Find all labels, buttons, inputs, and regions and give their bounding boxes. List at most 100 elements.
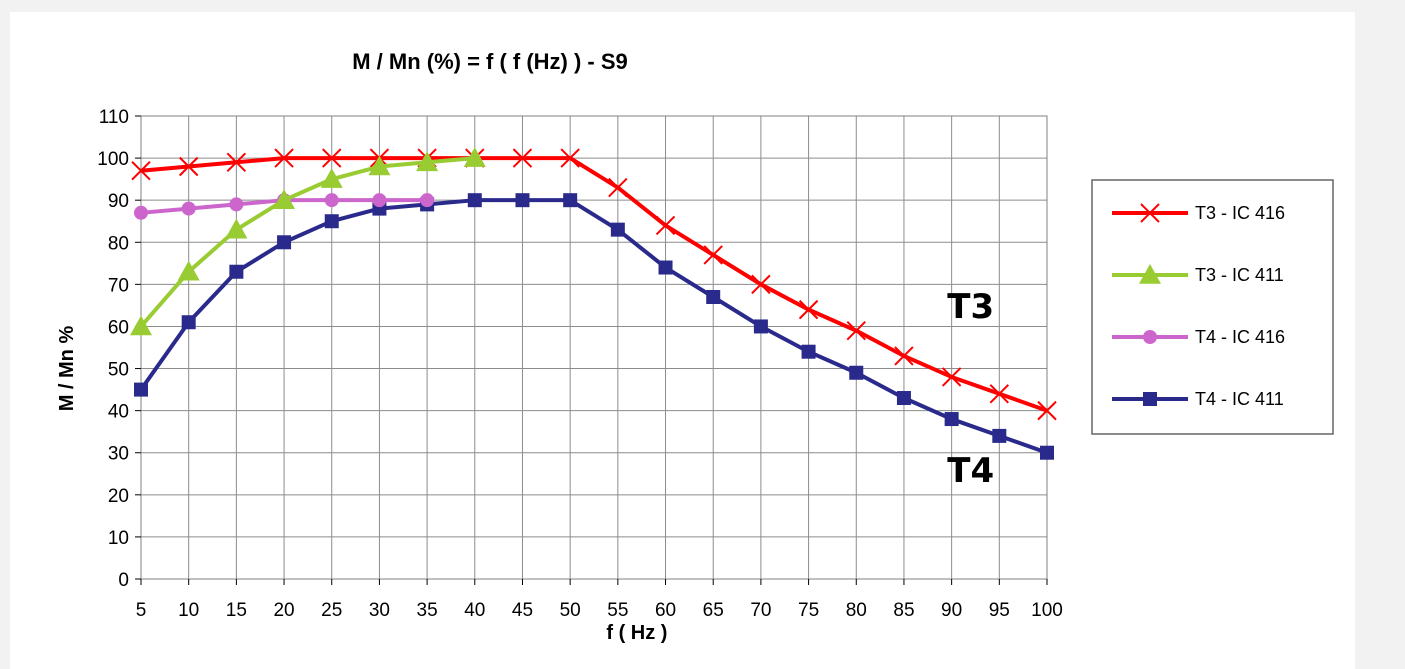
x-tick-label: 90 — [941, 600, 962, 621]
x-tick-label: 95 — [989, 600, 1010, 621]
x-tick-label: 45 — [512, 600, 533, 621]
y-tick-label: 110 — [99, 107, 129, 128]
y-tick-label: 30 — [108, 444, 129, 465]
line-chart: M / Mn (%) = f ( f (Hz) ) - S9 0 10 20 30 40… — [56, 49, 1334, 644]
y-axis-label: M / Mn % — [56, 326, 78, 412]
square-marker — [896, 391, 911, 406]
circle-marker — [181, 201, 196, 216]
square-marker — [801, 344, 816, 359]
series-line — [139, 156, 475, 328]
x-tick-label: 65 — [703, 600, 724, 621]
y-tick-label: 90 — [108, 191, 129, 212]
legend-label: T3 - IC 411 — [1195, 265, 1284, 285]
series-line — [140, 156, 1048, 413]
x-tick-label: 75 — [798, 600, 819, 621]
legend-label: T3 - IC 416 — [1195, 203, 1285, 223]
square-marker — [515, 193, 530, 208]
triangle-marker — [463, 147, 486, 167]
series-t4-ic-411 — [134, 193, 1054, 460]
x-axis-ticks: 5 10 15 20 25 30 35 40 45 50 55 60 65 70 75 80 85 90 95 100 — [136, 579, 1063, 621]
triangle-marker — [320, 168, 343, 188]
annotation-label: T4 — [947, 451, 994, 491]
y-tick-label: 0 — [118, 570, 129, 591]
legend-item: T4 - IC 416 — [1112, 327, 1285, 347]
legend: T3 - IC 416 T3 - IC 411 T4 - IC 416 T4 - IC… — [1091, 179, 1334, 435]
y-axis-ticks: 0 10 20 30 40 50 60 70 80 90 100 110 — [97, 107, 141, 591]
x-marker — [894, 346, 914, 366]
circle-marker — [372, 193, 387, 208]
x-marker — [941, 367, 962, 387]
annotation-label: T3 — [947, 287, 994, 327]
x-tick-label: 40 — [464, 600, 485, 621]
square-marker — [277, 235, 292, 250]
x-tick-label: 10 — [178, 600, 199, 621]
legend-label: T4 - IC 411 — [1195, 389, 1284, 409]
legend-item: T4 - IC 411 — [1112, 389, 1284, 409]
x-axis-label: f ( Hz ) — [606, 622, 667, 644]
x-tick-label: 100 — [1031, 600, 1063, 621]
x-tick-label: 70 — [750, 600, 771, 621]
series-line — [139, 198, 1048, 455]
x-marker — [1037, 400, 1057, 421]
x-marker — [798, 299, 819, 320]
circle-marker — [1143, 330, 1157, 344]
triangle-marker — [225, 218, 248, 239]
x-tick-label: 15 — [226, 600, 247, 621]
triangle-marker — [416, 151, 439, 172]
square-marker — [1143, 392, 1157, 406]
square-marker — [753, 319, 768, 334]
x-marker — [322, 148, 342, 168]
chart-frame: M / Mn (%) = f ( f (Hz) ) - S9 0 10 20 30 40… — [10, 12, 1355, 669]
y-tick-label: 80 — [108, 233, 129, 254]
triangle-marker — [130, 315, 152, 336]
y-tick-label: 60 — [108, 317, 129, 338]
y-tick-label: 10 — [108, 528, 129, 549]
series-t3-ic-411 — [130, 147, 486, 336]
square-marker — [849, 365, 864, 380]
x-marker — [1140, 203, 1160, 223]
x-tick-label: 5 — [136, 600, 147, 621]
plot-area — [140, 115, 1048, 580]
y-tick-label: 40 — [108, 402, 129, 423]
x-marker — [608, 177, 628, 198]
annotations: T3 T4 — [947, 287, 994, 491]
legend-item: T3 - IC 416 — [1112, 203, 1285, 223]
x-tick-label: 80 — [846, 600, 867, 621]
y-tick-label: 70 — [108, 275, 129, 296]
legend-box — [1091, 179, 1334, 435]
x-tick-label: 50 — [560, 600, 581, 621]
x-marker — [512, 148, 533, 168]
triangle-marker — [1139, 264, 1161, 284]
x-tick-label: 60 — [655, 600, 676, 621]
triangle-marker — [368, 155, 391, 176]
circle-marker — [324, 193, 339, 208]
square-marker — [563, 193, 578, 208]
square-marker — [658, 260, 673, 275]
square-marker — [610, 222, 625, 237]
legend-label: T4 - IC 416 — [1195, 327, 1285, 347]
series-group — [130, 147, 1057, 460]
chart-title: M / Mn (%) = f ( f (Hz) ) - S9 — [352, 49, 628, 74]
x-tick-label: 25 — [321, 600, 342, 621]
square-marker — [992, 428, 1007, 443]
x-marker — [560, 148, 580, 168]
square-marker — [1040, 445, 1054, 460]
circle-marker — [229, 197, 244, 212]
x-marker — [989, 384, 1010, 404]
x-tick-label: 35 — [417, 600, 438, 621]
x-marker — [751, 274, 771, 295]
y-tick-label: 20 — [108, 486, 129, 507]
triangle-marker — [177, 260, 200, 281]
series-t3-ic-416 — [131, 148, 1057, 421]
x-marker — [846, 320, 866, 341]
gridlines — [140, 115, 1048, 580]
y-tick-label: 100 — [97, 149, 129, 170]
square-marker — [467, 193, 482, 208]
triangle-marker — [273, 189, 296, 209]
circle-marker — [420, 193, 435, 208]
legend-item: T3 - IC 411 — [1112, 264, 1284, 285]
circle-marker — [134, 205, 148, 220]
square-marker — [181, 315, 196, 330]
square-marker — [134, 382, 148, 397]
x-marker — [131, 161, 151, 181]
